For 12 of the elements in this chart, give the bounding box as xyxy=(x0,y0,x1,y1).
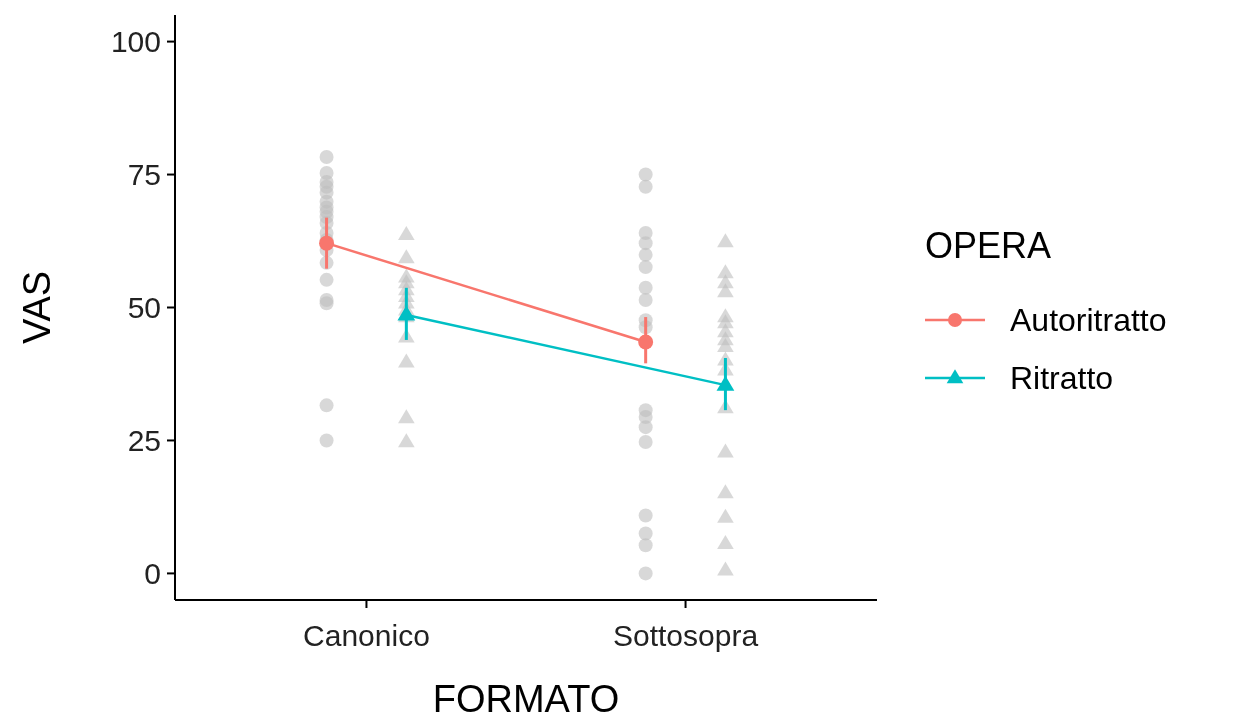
legend-title: OPERA xyxy=(925,225,1052,266)
legend-label: Autoritratto xyxy=(1010,302,1167,339)
y-tick-label: 25 xyxy=(127,423,161,457)
legend-label: Ritratto xyxy=(1010,360,1114,397)
y-tick-label: 50 xyxy=(127,291,161,324)
x-axis-title: FORMATO xyxy=(432,678,620,720)
y-axis-title: VAS xyxy=(16,270,58,345)
y-tick-label: 75 xyxy=(127,158,161,192)
y-tick-label: 0 xyxy=(144,556,161,590)
x-tick-label: Canonico xyxy=(303,619,430,652)
x-tick-label: Sottosopra xyxy=(613,619,759,652)
y-tick-label: 100 xyxy=(110,25,161,59)
